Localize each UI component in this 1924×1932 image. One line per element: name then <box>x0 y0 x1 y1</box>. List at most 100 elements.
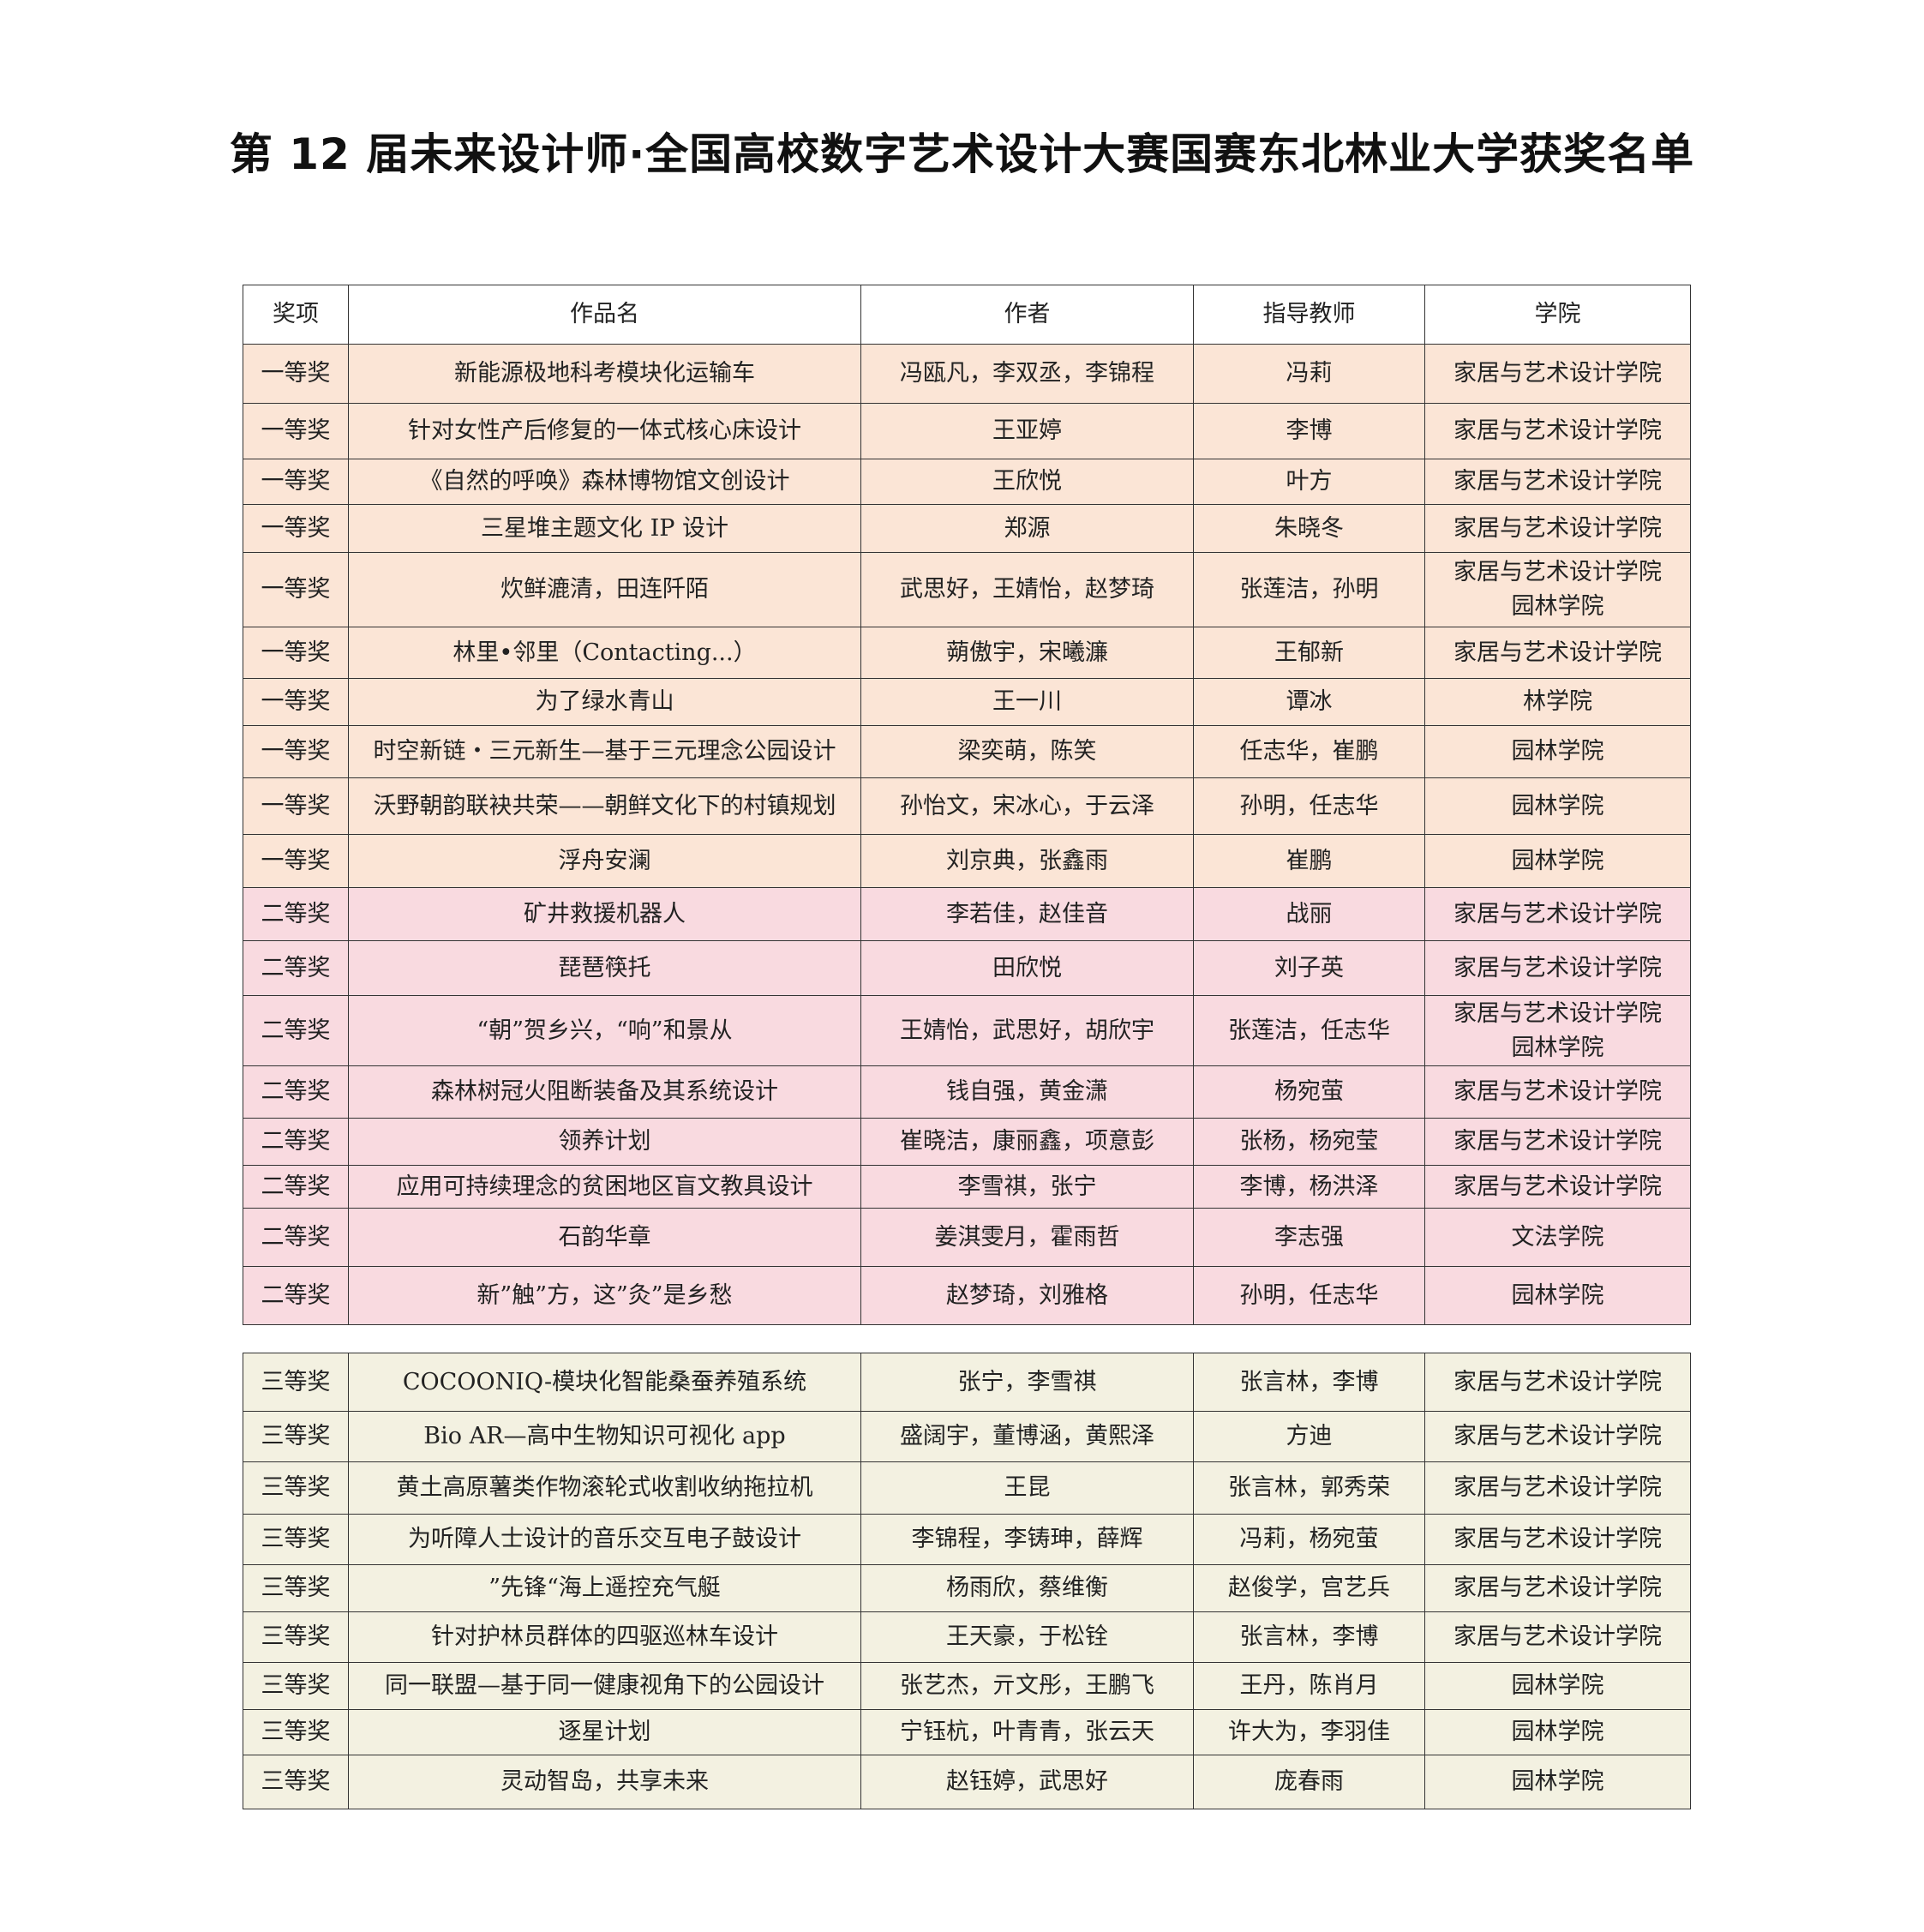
table-row: 二等奖 “朝”贺乡兴，“响”和景从 王婧怡，武思好，胡欣宇 张莲洁，任志华 家居与艺术设… <box>243 995 1691 1066</box>
college-cell: 家居与艺术设计学院 园林学院 <box>1424 552 1691 627</box>
college-cell: 文法学院 <box>1424 1208 1691 1267</box>
college-cell: 学院 <box>1424 285 1691 345</box>
work-title-cell: 林里•邻里（Contacting...） <box>348 627 861 679</box>
advisors-cell: 刘子英 <box>1193 940 1425 996</box>
advisors-cell: 王郁新 <box>1193 627 1425 679</box>
advisors-cell: 杨宛萤 <box>1193 1065 1425 1119</box>
award-cell: 三等奖 <box>243 1611 349 1663</box>
award-cell: 三等奖 <box>243 1709 349 1755</box>
authors-cell: 赵钰婷，武思好 <box>860 1755 1194 1809</box>
table-row: 一等奖 炊鲜漉清，田连阡陌 武思好，王婧怡，赵梦琦 张莲洁，孙明 家居与艺术设计学院 园… <box>243 552 1691 627</box>
college-cell: 家居与艺术设计学院 <box>1424 1118 1691 1166</box>
work-title-cell: 针对女性产后修复的一体式核心床设计 <box>348 403 861 459</box>
college-cell: 家居与艺术设计学院 <box>1424 344 1691 404</box>
college-cell: 家居与艺术设计学院 <box>1424 504 1691 553</box>
authors-cell: 盛阔宇，董博涵，黄熙泽 <box>860 1411 1194 1462</box>
college-cell: 园林学院 <box>1424 834 1691 888</box>
authors-cell: 冯瓯凡，李双丞，李锦程 <box>860 344 1194 404</box>
college-cell: 家居与艺术设计学院 <box>1424 1611 1691 1663</box>
work-title-cell: 同一联盟—基于同一健康视角下的公园设计 <box>348 1662 861 1710</box>
award-cell: 一等奖 <box>243 678 349 726</box>
work-title-cell: 为了绿水青山 <box>348 678 861 726</box>
award-cell: 二等奖 <box>243 1165 349 1209</box>
authors-cell: 李雪祺，张宁 <box>860 1165 1194 1209</box>
work-title-cell: “朝”贺乡兴，“响”和景从 <box>348 995 861 1066</box>
work-title-cell: 炊鲜漉清，田连阡陌 <box>348 552 861 627</box>
award-cell: 一等奖 <box>243 552 349 627</box>
table-row: 二等奖 矿井救援机器人 李若佳，赵佳音 战丽 家居与艺术设计学院 <box>243 887 1691 941</box>
college-cell: 园林学院 <box>1424 1266 1691 1325</box>
college-cell: 家居与艺术设计学院 <box>1424 1165 1691 1209</box>
award-cell: 二等奖 <box>243 1118 349 1166</box>
authors-cell: 蒴傲宇，宋曦濂 <box>860 627 1194 679</box>
award-cell: 一等奖 <box>243 627 349 679</box>
award-cell: 一等奖 <box>243 344 349 404</box>
table-row: 三等奖 同一联盟—基于同一健康视角下的公园设计 张艺杰，亓文彤，王鹏飞 王丹，陈肖月园… <box>243 1662 1691 1710</box>
award-cell: 一等奖 <box>243 725 349 778</box>
authors-cell: 崔晓洁，康丽鑫，项意彭 <box>860 1118 1194 1166</box>
work-title-cell: 新能源极地科考模块化运输车 <box>348 344 861 404</box>
award-cell: 三等奖 <box>243 1564 349 1612</box>
authors-cell: 郑源 <box>860 504 1194 553</box>
authors-cell: 杨雨欣，蔡维衡 <box>860 1564 1194 1612</box>
work-title-cell: 《自然的呼唤》森林博物馆文创设计 <box>348 459 861 505</box>
advisors-cell: 张言林，李博 <box>1193 1353 1425 1412</box>
advisors-cell: 指导教师 <box>1193 285 1425 345</box>
advisors-cell: 李博 <box>1193 403 1425 459</box>
work-title-cell: 黄土高原薯类作物滚轮式收割收纳拖拉机 <box>348 1461 861 1515</box>
college-cell: 家居与艺术设计学院 <box>1424 1514 1691 1565</box>
award-cell: 奖项 <box>243 285 349 345</box>
college-cell: 家居与艺术设计学院 <box>1424 459 1691 505</box>
authors-cell: 姜淇雯月，霍雨哲 <box>860 1208 1194 1267</box>
table-row: 二等奖 领养计划 崔晓洁，康丽鑫，项意彭 张杨，杨宛莹 家居与艺术设计学院 <box>243 1118 1691 1166</box>
authors-cell: 张艺杰，亓文彤，王鹏飞 <box>860 1662 1194 1710</box>
table-row: 一等奖 新能源极地科考模块化运输车 冯瓯凡，李双丞，李锦程 冯莉 家居与艺术设计学院 <box>243 344 1691 404</box>
table-row: 一等奖 沃野朝韵联袂共荣——朝鲜文化下的村镇规划 孙怡文，宋冰心，于云泽 孙明，任志华… <box>243 777 1691 835</box>
work-title-cell: 琵琶筷托 <box>348 940 861 996</box>
college-cell: 园林学院 <box>1424 1755 1691 1809</box>
advisors-cell: 王丹，陈肖月 <box>1193 1662 1425 1710</box>
college-cell: 家居与艺术设计学院 园林学院 <box>1424 995 1691 1066</box>
authors-cell: 武思好，王婧怡，赵梦琦 <box>860 552 1194 627</box>
authors-cell: 张宁，李雪祺 <box>860 1353 1194 1412</box>
authors-cell: 梁奕萌，陈笑 <box>860 725 1194 778</box>
awards-table-third: 三等奖 COCOONIQ-模块化智能桑蚕养殖系统 张宁，李雪祺 张言林，李博 家居与艺术… <box>243 1353 1691 1809</box>
table-row: 一等奖 为了绿水青山 王一川 谭冰 林学院 <box>243 678 1691 726</box>
award-cell: 二等奖 <box>243 995 349 1066</box>
advisors-cell: 李博，杨洪泽 <box>1193 1165 1425 1209</box>
work-title-cell: 领养计划 <box>348 1118 861 1166</box>
authors-cell: 李锦程，李铸珅，薛辉 <box>860 1514 1194 1565</box>
work-title-cell: 针对护林员群体的四驱巡林车设计 <box>348 1611 861 1663</box>
table-row: 一等奖 林里•邻里（Contacting...） 蒴傲宇，宋曦濂 王郁新 家居与艺术设计… <box>243 627 1691 679</box>
table-row: 一等奖 浮舟安澜 刘京典，张鑫雨 崔鹏 园林学院 <box>243 834 1691 888</box>
college-cell: 园林学院 <box>1424 777 1691 835</box>
award-cell: 二等奖 <box>243 1065 349 1119</box>
table-row: 三等奖 为听障人士设计的音乐交互电子鼓设计 李锦程，李铸珅，薛辉 冯莉，杨宛萤 家居与艺… <box>243 1514 1691 1565</box>
award-cell: 一等奖 <box>243 504 349 553</box>
college-cell: 园林学院 <box>1424 1709 1691 1755</box>
advisors-cell: 张莲洁，孙明 <box>1193 552 1425 627</box>
table-row: 三等奖 ”先锋“海上遥控充气艇 杨雨欣，蔡维衡 赵俊学，宫艺兵 家居与艺术设计学院 <box>243 1564 1691 1612</box>
table-row: 二等奖 应用可持续理念的贫困地区盲文教具设计 李雪祺，张宁 李博，杨洪泽 家居与艺术设计… <box>243 1165 1691 1209</box>
advisors-cell: 谭冰 <box>1193 678 1425 726</box>
work-title-cell: COCOONIQ-模块化智能桑蚕养殖系统 <box>348 1353 861 1412</box>
college-cell: 园林学院 <box>1424 1662 1691 1710</box>
table-row: 一等奖 针对女性产后修复的一体式核心床设计 王亚婷 李博 家居与艺术设计学院 <box>243 403 1691 459</box>
authors-cell: 李若佳，赵佳音 <box>860 887 1194 941</box>
college-cell: 家居与艺术设计学院 <box>1424 1564 1691 1612</box>
college-cell: 家居与艺术设计学院 <box>1424 1353 1691 1412</box>
award-cell: 三等奖 <box>243 1755 349 1809</box>
advisors-cell: 崔鹏 <box>1193 834 1425 888</box>
award-cell: 二等奖 <box>243 940 349 996</box>
page-title: 第 12 届未来设计师·全国高校数字艺术设计大赛国赛东北林业大学获奖名单 <box>229 129 1695 179</box>
authors-cell: 王婧怡，武思好，胡欣宇 <box>860 995 1194 1066</box>
authors-cell: 刘京典，张鑫雨 <box>860 834 1194 888</box>
college-cell: 家居与艺术设计学院 <box>1424 403 1691 459</box>
authors-cell: 孙怡文，宋冰心，于云泽 <box>860 777 1194 835</box>
work-title-cell: 时空新链・三元新生—基于三元理念公园设计 <box>348 725 861 778</box>
award-cell: 二等奖 <box>243 1208 349 1267</box>
award-cell: 一等奖 <box>243 777 349 835</box>
awards-table-first-second: 奖项 作品名 作者 指导教师 学院 一等奖 新能源极地科考模块化运输车 冯瓯凡，李双丞，李锦程… <box>243 285 1691 1325</box>
college-cell: 家居与艺术设计学院 <box>1424 627 1691 679</box>
college-cell: 家居与艺术设计学院 <box>1424 1461 1691 1515</box>
